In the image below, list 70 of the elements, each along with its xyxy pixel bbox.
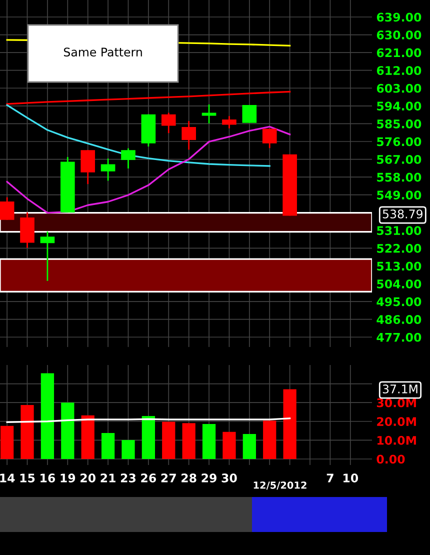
candlestick	[202, 104, 216, 124]
y-tick-label: 603.00	[376, 84, 422, 93]
candlestick	[222, 116, 236, 128]
x-tick-label: 23	[120, 474, 136, 482]
bar	[142, 416, 155, 459]
y-tick-label: 10.0M	[378, 436, 416, 445]
y-tick-label: 576.00	[377, 137, 422, 146]
x-tick-label: 29	[202, 474, 216, 482]
y-tick-label: 30.0M	[376, 398, 416, 408]
candlestick	[0, 197, 14, 220]
line-series	[6, 104, 270, 167]
y-tick-label: 513.00	[377, 262, 422, 271]
text: 37.1M	[382, 384, 418, 394]
y-tick-label: 504.00	[377, 279, 422, 288]
candlestick	[242, 105, 257, 123]
bar	[162, 422, 176, 459]
text: Same Pattern	[64, 48, 142, 57]
y-tick-label: 612.00	[376, 66, 422, 75]
bar	[242, 434, 256, 459]
x-tick-label: 28	[182, 474, 196, 482]
bar	[40, 373, 54, 459]
y-tick-label: 486.00	[376, 315, 422, 324]
y-tick-label: 0.00	[376, 454, 405, 464]
y-tick-label: 477.00	[376, 332, 422, 342]
candlestick	[161, 112, 176, 134]
y-tick-label: 585.00	[377, 119, 422, 128]
text: 12/5/2012	[254, 481, 306, 490]
y-tick-label: 630.00	[376, 30, 422, 40]
bar	[283, 389, 296, 459]
y-tick-label: 558.00	[377, 172, 422, 182]
candlestick	[20, 212, 34, 248]
line-series	[6, 90, 291, 105]
bar	[263, 420, 276, 459]
bar	[202, 424, 216, 459]
text: 538.79	[382, 209, 422, 218]
x-tick-label: 15	[20, 474, 35, 482]
x-tick-label: 10	[344, 474, 358, 482]
bar	[101, 433, 115, 459]
x-tick-label: 21	[100, 474, 116, 482]
bar	[61, 402, 74, 459]
x-tick-label: 20	[80, 474, 96, 482]
bar	[182, 423, 196, 459]
x-tick-label: 16	[40, 474, 56, 482]
y-tick-label: 495.00	[376, 297, 422, 306]
x-tick-label: 14	[0, 474, 15, 482]
candlestick	[121, 148, 136, 168]
bar	[222, 432, 236, 459]
y-tick-label: 594.00	[377, 102, 422, 111]
y-tick-label: 522.00	[377, 244, 422, 253]
bar	[81, 415, 94, 459]
candlestick	[182, 121, 196, 150]
candlestick	[100, 158, 116, 181]
x-tick-label: 27	[161, 474, 176, 482]
candlestick	[80, 150, 96, 184]
candlestick	[40, 231, 55, 281]
y-tick-label: 20.0M	[377, 417, 416, 426]
y-tick-label: 621.00	[376, 48, 422, 58]
y-tick-label: 639.00	[376, 12, 422, 22]
x-tick-label: 30	[222, 474, 237, 482]
bar	[122, 440, 135, 459]
candlestick	[262, 128, 277, 148]
line-series	[6, 126, 291, 214]
x-tick-label: 26	[141, 474, 156, 482]
y-tick-label: 531.00	[377, 226, 422, 236]
x-tick-label: 7	[326, 474, 334, 482]
y-tick-label: 549.00	[377, 190, 422, 200]
bar	[0, 426, 14, 459]
x-tick-label: 19	[60, 474, 76, 482]
y-tick-label: 567.00	[377, 154, 422, 164]
bar	[20, 405, 34, 459]
